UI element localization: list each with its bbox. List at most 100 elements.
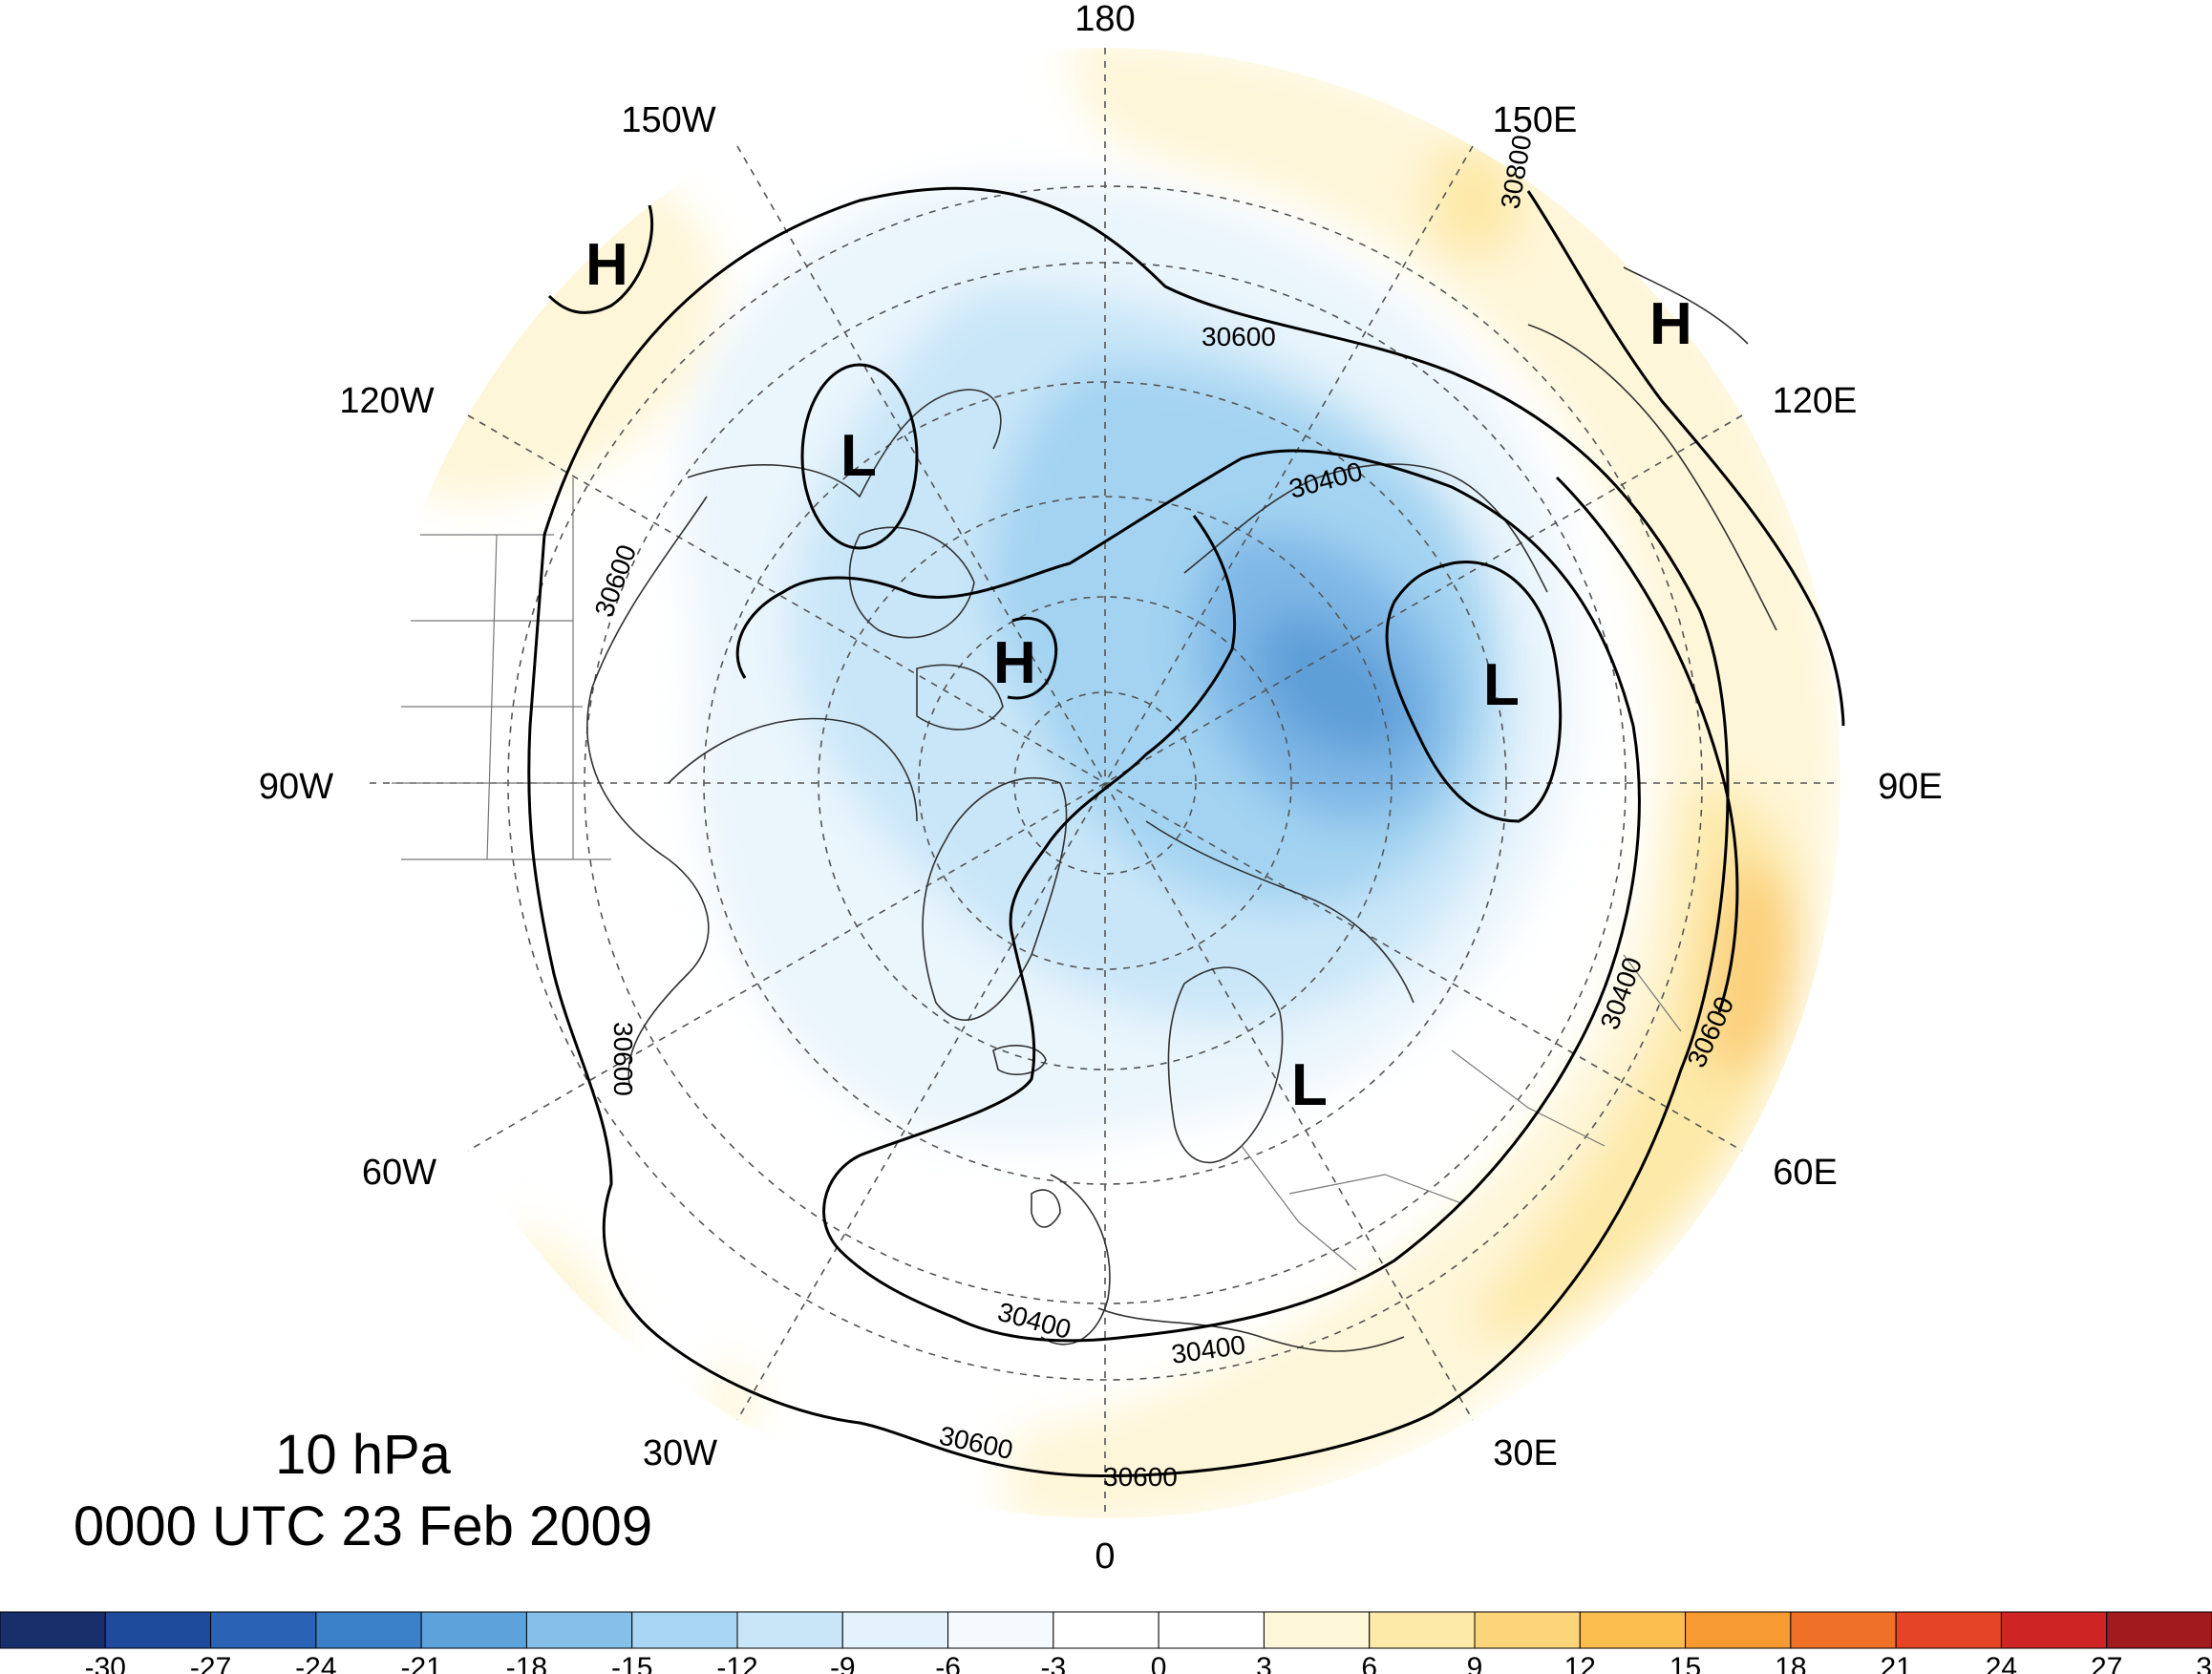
longitude-label-90w: 90W <box>259 767 333 807</box>
positive-anomaly-asia-strong <box>1706 859 1794 1073</box>
colorbar-tick-label: -27 <box>190 1652 231 1674</box>
colorbar-tick-label: 15 <box>1670 1652 1701 1674</box>
iceland-coast <box>992 1045 1047 1075</box>
colorbar-segment <box>1895 1611 2002 1649</box>
colorbar-segment <box>1263 1611 1371 1649</box>
colorbar-segment <box>1579 1611 1687 1649</box>
low-center-label: L <box>1291 1052 1328 1118</box>
contour-30400-main <box>735 449 1641 1343</box>
contour-30600-main <box>527 186 1730 1477</box>
longitude-label-60e: 60E <box>1773 1153 1838 1193</box>
longitude-label-180: 180 <box>1074 0 1135 39</box>
colorbar-tick-label: -24 <box>295 1652 336 1674</box>
colorbar-segment <box>1158 1611 1265 1649</box>
colorbar-tick-label: 18 <box>1775 1652 1806 1674</box>
colorbar-segment <box>315 1611 422 1649</box>
colorbar-segment <box>947 1611 1054 1649</box>
contour-label: 30600 <box>589 540 643 621</box>
contour-30600-east <box>1555 476 1739 1013</box>
colorbar-tick-label: -12 <box>716 1652 757 1674</box>
longitude-label-150w: 150W <box>621 100 715 140</box>
longitude-label-150e: 150E <box>1493 100 1578 140</box>
alaska-coast <box>687 389 1002 498</box>
colorbar-tick-label: 3 <box>1256 1652 1272 1674</box>
colorbar-segment <box>736 1611 843 1649</box>
colorbar: -30 -27 -24 -21 -18 -15 -12 -9 -6 -3 0 3 6 9 12 15 18 21 2… <box>0 1611 2212 1674</box>
longitude-label-30e: 30E <box>1493 1433 1558 1473</box>
longitude-label-0: 0 <box>1095 1536 1115 1577</box>
colorbar-segment <box>1474 1611 1581 1649</box>
colorbar-segment <box>1685 1611 1792 1649</box>
high-center-label: H <box>585 232 628 298</box>
positive-anomaly-pacific-light <box>379 140 719 502</box>
height-contours <box>527 186 1845 1477</box>
contour-high-pole <box>1007 616 1058 700</box>
contour-high-alaska <box>547 204 654 314</box>
high-center-label: H <box>1649 291 1692 357</box>
high-center-label: H <box>993 630 1036 696</box>
colorbar-tick-label: -30 <box>85 1652 126 1674</box>
contour-30800 <box>1526 190 1845 727</box>
contour-label: 30600 <box>1103 1462 1178 1492</box>
longitude-label-120e: 120E <box>1773 381 1858 421</box>
colorbar-tick-label: -9 <box>830 1652 856 1674</box>
meridian-150 <box>467 414 1743 1152</box>
greenland-coast <box>922 777 1068 1022</box>
siberia-coast <box>1145 463 1548 1004</box>
colorbar-segment <box>210 1611 317 1649</box>
longitude-label-60w: 60W <box>362 1153 436 1193</box>
contour-label: 30600 <box>1202 322 1276 351</box>
longitude-label-30w: 30W <box>643 1433 717 1473</box>
colorbar-tick-label: -15 <box>611 1652 652 1674</box>
colorbar-segment <box>0 1611 106 1649</box>
valid-time-title: 0000 UTC 23 Feb 2009 <box>74 1495 652 1557</box>
longitude-label-90e: 90E <box>1878 767 1943 807</box>
colorbar-tick-label: -3 <box>1041 1652 1067 1674</box>
colorbar-segment <box>104 1611 212 1649</box>
contour-low-canada <box>800 363 919 550</box>
colorbar-tick-label: -6 <box>935 1652 961 1674</box>
colorbar-segment <box>1790 1611 1897 1649</box>
europe-coast <box>1040 1174 1405 1352</box>
colorbar-tick-label: 9 <box>1467 1652 1483 1674</box>
colorbar-tick-label: 6 <box>1361 1652 1377 1674</box>
low-center-label: L <box>1483 652 1520 718</box>
colorbar-segment <box>525 1611 633 1649</box>
north-america-coast <box>586 496 918 1090</box>
colorbar-tick-label: 0 <box>1151 1652 1167 1674</box>
colorbar-segment <box>841 1611 949 1649</box>
contour-low-siberia <box>1385 561 1563 823</box>
latitude-circle-70 <box>918 596 1292 970</box>
colorbar-segment <box>631 1611 738 1649</box>
us-boundaries <box>392 477 611 860</box>
colorbar-segment <box>2000 1611 2108 1649</box>
colorbar-tick-label: -18 <box>506 1652 547 1674</box>
colorbar-tick-label: 24 <box>1986 1652 2017 1674</box>
longitude-labels: 180 150W 150E 120W 120E 90W 90E 60W 60E … <box>259 0 1943 1577</box>
east-asia-coast <box>1527 266 1777 631</box>
colorbar-tick-label: 12 <box>1564 1652 1596 1674</box>
colorbar-tick-label: 30 <box>2196 1652 2212 1674</box>
coastlines <box>392 266 1777 1352</box>
colorbar-segment <box>1369 1611 1476 1649</box>
colorbar-segment <box>1053 1611 1159 1649</box>
colorbar-segment <box>2106 1611 2212 1649</box>
british-isles-coast <box>1031 1189 1061 1228</box>
scandinavia-coast <box>1167 966 1284 1164</box>
colorbar-tick-label: 27 <box>2091 1652 2122 1674</box>
colorbar-tick-label: 21 <box>1880 1652 1911 1674</box>
pressure-centers: H L H L H L <box>585 232 1692 1118</box>
negative-anomaly-peak <box>1257 611 1415 757</box>
contour-label: 30400 <box>994 1297 1074 1345</box>
longitude-label-120w: 120W <box>339 381 434 421</box>
colorbar-segment <box>420 1611 527 1649</box>
map-title: 10 hPa 0000 UTC 23 Feb 2009 <box>74 1424 652 1557</box>
canada-arctic-islands <box>848 526 1004 731</box>
colorbar-tick-label: -21 <box>400 1652 441 1674</box>
pressure-level-title: 10 hPa <box>275 1424 452 1486</box>
eurasia-boundaries <box>1241 954 1682 1271</box>
contour-label: 30600 <box>608 1022 638 1096</box>
positive-anomaly-kamchatka <box>1429 141 1521 258</box>
low-center-label: L <box>840 423 877 489</box>
